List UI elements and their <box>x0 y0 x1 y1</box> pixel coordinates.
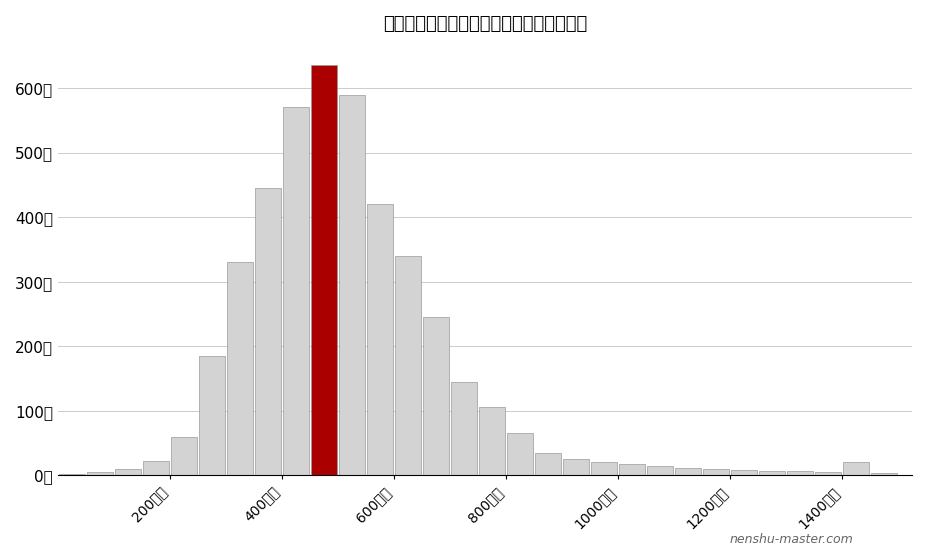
Bar <box>870 473 897 475</box>
Bar <box>563 459 590 475</box>
Bar <box>423 317 450 475</box>
Bar <box>618 463 645 475</box>
Bar <box>283 108 310 475</box>
Title: アイエックス・ナレッジの年収ポジション: アイエックス・ナレッジの年収ポジション <box>383 15 587 33</box>
Bar <box>171 437 197 475</box>
Bar <box>395 256 422 475</box>
Bar <box>703 469 730 475</box>
Bar <box>730 470 757 475</box>
Bar <box>58 474 85 475</box>
Bar <box>451 382 477 475</box>
Bar <box>311 66 337 475</box>
Bar <box>478 408 505 475</box>
Bar <box>535 453 562 475</box>
Bar <box>366 204 393 475</box>
Bar <box>86 472 113 475</box>
Bar <box>506 433 533 475</box>
Bar <box>338 95 365 475</box>
Bar <box>815 472 842 475</box>
Bar <box>675 467 702 475</box>
Bar <box>590 462 617 475</box>
Bar <box>226 262 253 475</box>
Text: nenshu-master.com: nenshu-master.com <box>730 533 853 546</box>
Bar <box>758 471 785 475</box>
Bar <box>786 471 813 475</box>
Bar <box>143 461 170 475</box>
Bar <box>115 469 142 475</box>
Bar <box>843 462 870 475</box>
Bar <box>646 466 673 475</box>
Bar <box>198 356 225 475</box>
Bar <box>255 188 282 475</box>
